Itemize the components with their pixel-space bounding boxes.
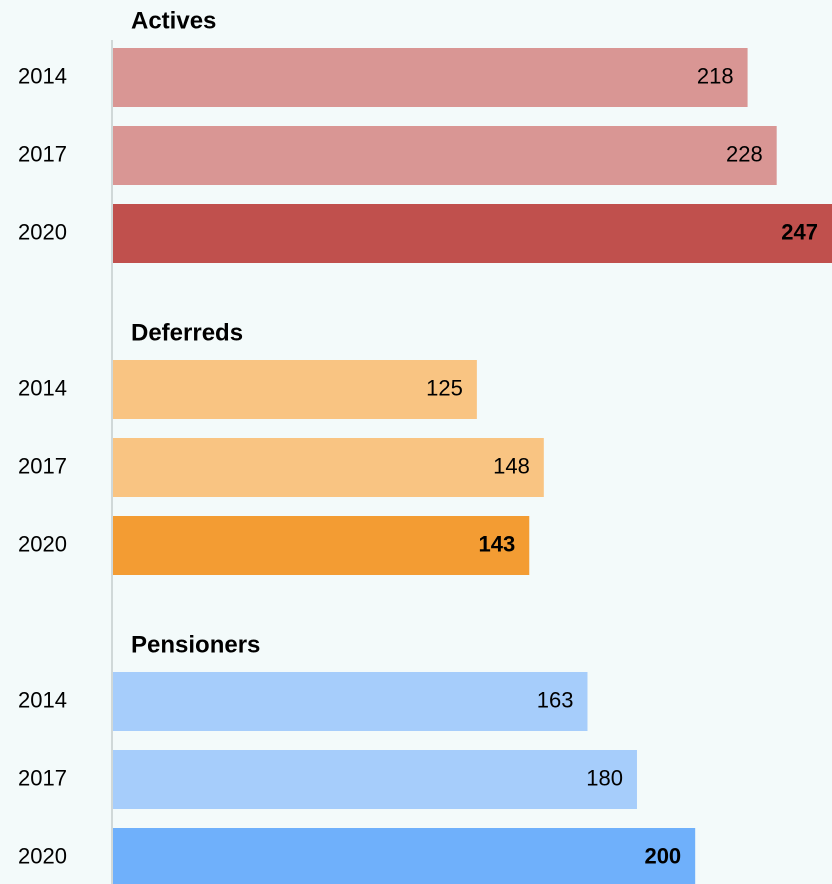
category-label: 2017 — [18, 765, 67, 790]
category-label: 2020 — [18, 219, 67, 244]
bar — [113, 750, 637, 809]
category-label: 2017 — [18, 141, 67, 166]
group-title: Deferreds — [131, 319, 243, 346]
bar — [113, 516, 530, 575]
category-label: 2020 — [18, 843, 67, 868]
value-label: 180 — [586, 765, 623, 790]
bar — [113, 126, 777, 185]
bar — [113, 360, 477, 419]
category-label: 2014 — [18, 63, 67, 88]
value-label: 125 — [426, 375, 463, 400]
category-label: 2017 — [18, 453, 67, 478]
value-label: 228 — [726, 141, 763, 166]
value-label: 200 — [644, 843, 681, 868]
value-label: 247 — [781, 219, 818, 244]
bar — [113, 672, 588, 731]
value-label: 148 — [493, 453, 530, 478]
bar — [113, 438, 544, 497]
group-title: Pensioners — [131, 631, 260, 658]
category-label: 2020 — [18, 531, 67, 556]
value-label: 218 — [697, 63, 734, 88]
bar — [113, 48, 748, 107]
category-label: 2014 — [18, 687, 67, 712]
bar — [113, 828, 696, 884]
value-label: 163 — [537, 687, 574, 712]
group-title: Actives — [131, 7, 216, 34]
bar — [113, 204, 832, 263]
category-label: 2014 — [18, 375, 67, 400]
value-label: 143 — [479, 531, 516, 556]
